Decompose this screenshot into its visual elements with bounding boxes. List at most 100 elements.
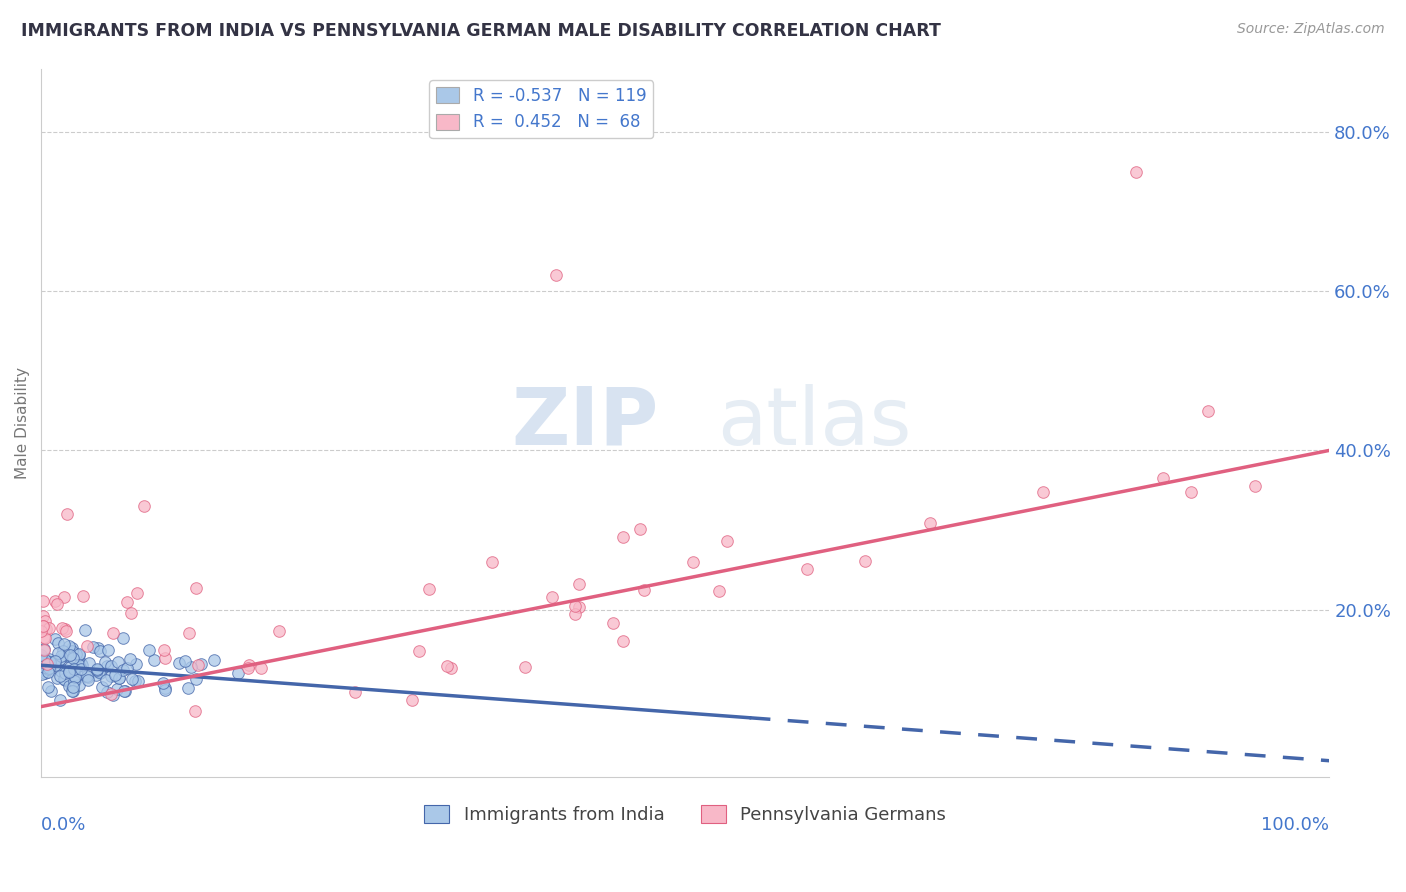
Point — [1244, 479, 1267, 493]
Point — [62, 651, 84, 665]
Point — [564, 607, 586, 621]
Point — [44, 594, 66, 608]
Point — [37, 680, 59, 694]
Point — [66, 660, 89, 674]
Point — [153, 682, 176, 697]
Point — [184, 581, 207, 595]
Point — [76, 668, 98, 682]
Point — [79, 656, 101, 670]
Point — [52, 643, 75, 657]
Point — [96, 684, 118, 698]
Point — [59, 660, 82, 674]
Point — [46, 646, 69, 660]
Point — [87, 640, 110, 655]
Point — [796, 562, 818, 576]
Point — [77, 673, 100, 687]
Point — [51, 648, 73, 663]
Point — [34, 664, 56, 678]
Point — [96, 659, 118, 673]
Point — [87, 665, 110, 680]
Point — [62, 664, 84, 678]
Point — [46, 598, 69, 612]
Point — [112, 631, 135, 645]
Point — [546, 268, 568, 283]
Point — [125, 586, 148, 600]
Point — [481, 555, 503, 569]
Point — [440, 661, 463, 675]
Point — [174, 654, 197, 668]
Point — [48, 669, 70, 683]
Point — [72, 589, 94, 603]
Point — [1032, 485, 1054, 500]
Point — [401, 693, 423, 707]
Point — [44, 632, 66, 646]
Text: Source: ZipAtlas.com: Source: ZipAtlas.com — [1237, 22, 1385, 37]
Point — [184, 704, 207, 718]
Text: atlas: atlas — [717, 384, 911, 461]
Point — [100, 669, 122, 683]
Point — [60, 644, 83, 658]
Point — [112, 663, 135, 677]
Text: 0.0%: 0.0% — [41, 815, 87, 833]
Point — [236, 661, 259, 675]
Point — [176, 681, 198, 695]
Point — [121, 672, 143, 686]
Point — [153, 681, 176, 696]
Point — [1152, 471, 1174, 485]
Point — [38, 661, 60, 675]
Point — [96, 673, 118, 687]
Point — [226, 665, 249, 680]
Point — [73, 623, 96, 637]
Point — [190, 657, 212, 671]
Point — [35, 657, 58, 671]
Point — [34, 614, 56, 628]
Point — [612, 634, 634, 648]
Point — [37, 662, 59, 676]
Point — [35, 622, 58, 636]
Point — [60, 641, 83, 656]
Point — [52, 638, 75, 652]
Point — [53, 622, 76, 636]
Point — [44, 654, 66, 668]
Point — [513, 659, 536, 673]
Point — [82, 640, 104, 654]
Point — [32, 641, 55, 656]
Point — [101, 625, 124, 640]
Point — [153, 650, 176, 665]
Point — [42, 656, 65, 670]
Point — [142, 653, 165, 667]
Point — [67, 648, 90, 662]
Point — [152, 676, 174, 690]
Point — [51, 621, 73, 635]
Point — [179, 625, 201, 640]
Point — [114, 684, 136, 698]
Point — [108, 671, 131, 685]
Point — [101, 688, 124, 702]
Point — [250, 660, 273, 674]
Point — [107, 655, 129, 669]
Point — [267, 624, 290, 639]
Point — [59, 648, 82, 662]
Point — [124, 673, 146, 688]
Point — [53, 590, 76, 604]
Point — [62, 680, 84, 694]
Point — [100, 687, 122, 701]
Point — [30, 624, 52, 638]
Point — [91, 680, 114, 694]
Point — [31, 608, 53, 623]
Point — [918, 516, 941, 530]
Point — [138, 643, 160, 657]
Point — [86, 662, 108, 676]
Point — [120, 606, 142, 620]
Point — [62, 679, 84, 693]
Point — [55, 649, 77, 664]
Point — [125, 657, 148, 672]
Point — [46, 636, 69, 650]
Point — [184, 673, 207, 687]
Text: 100.0%: 100.0% — [1261, 815, 1329, 833]
Point — [104, 668, 127, 682]
Point — [408, 643, 430, 657]
Point — [86, 663, 108, 677]
Point — [53, 673, 76, 688]
Point — [55, 624, 77, 639]
